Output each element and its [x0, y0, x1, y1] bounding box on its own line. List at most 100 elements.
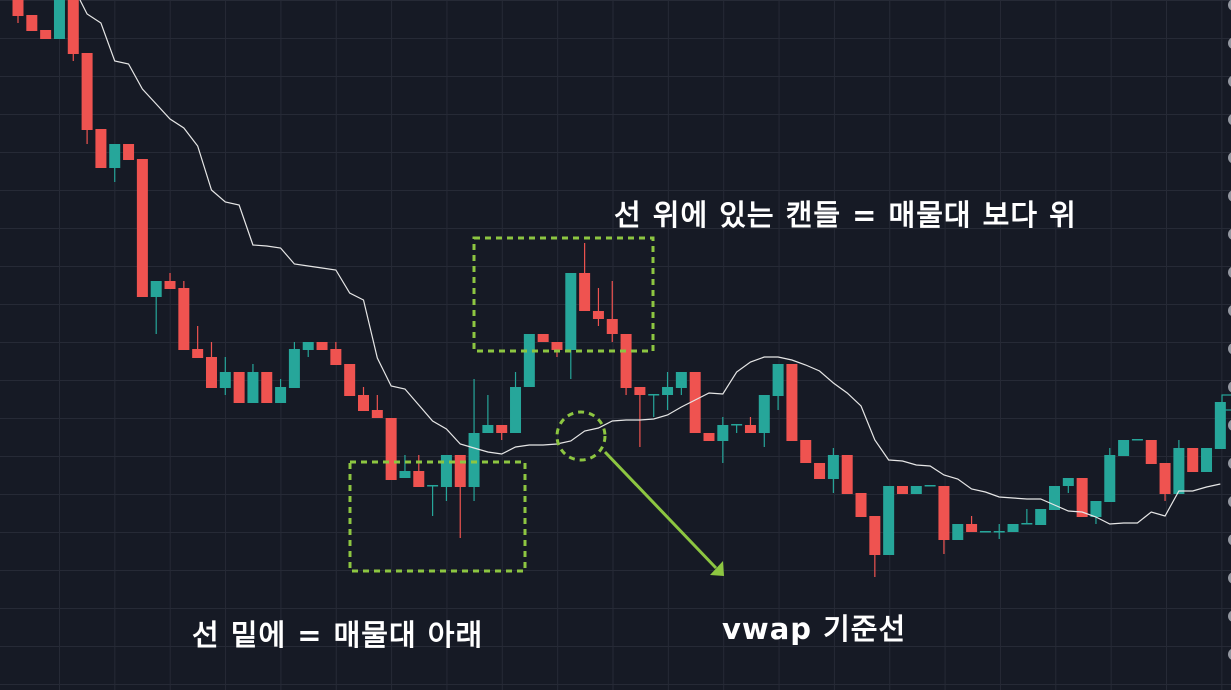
candle-up	[1131, 439, 1143, 441]
price-label-fragment	[1228, 420, 1231, 431]
candle-down	[26, 15, 38, 31]
candle-down	[800, 440, 812, 463]
candle-up	[288, 342, 300, 388]
candle-body	[869, 516, 881, 555]
candle-body	[288, 349, 300, 388]
candle-body	[136, 159, 148, 297]
price-label-fragment	[1228, 190, 1231, 202]
candle-body	[731, 424, 743, 426]
candle-body	[219, 372, 231, 388]
candle-body	[896, 486, 908, 494]
candle-body	[938, 486, 950, 540]
candle-body	[579, 273, 591, 311]
candle-up	[827, 448, 839, 493]
candle-body	[606, 319, 618, 334]
candle-up	[468, 379, 480, 501]
candle-down	[178, 281, 190, 350]
candle-body	[1214, 402, 1226, 449]
candle-up	[910, 486, 922, 494]
candle-down	[95, 129, 107, 168]
candle-up	[1021, 509, 1033, 525]
candle-down	[1076, 478, 1088, 517]
candle-body	[1076, 478, 1088, 517]
annotation-above-label: 선 위에 있는 캔들 = 매물대 보다 위	[614, 198, 1077, 232]
candle-up	[1049, 486, 1060, 510]
annotation-arrow	[603, 450, 724, 576]
candle-body	[1035, 509, 1047, 525]
candle-body	[247, 372, 259, 403]
candle-up	[399, 455, 411, 478]
candle-down	[855, 493, 867, 517]
candle-up	[717, 417, 729, 463]
price-label-fragment	[1228, 381, 1231, 393]
candle-body	[1090, 501, 1102, 517]
candle-body	[316, 342, 328, 350]
candle-up	[482, 395, 494, 433]
candle-down	[40, 30, 52, 39]
candle-up	[1173, 440, 1185, 494]
candle-body	[233, 372, 245, 403]
candle-body	[192, 349, 204, 358]
candle-down	[744, 417, 756, 433]
candle-body	[440, 455, 452, 487]
candle-up	[772, 364, 784, 410]
price-label-fragment	[1228, 76, 1231, 87]
candle-down	[869, 516, 881, 577]
candle-down	[814, 463, 826, 479]
candle-body	[800, 440, 812, 463]
candle-down	[1145, 440, 1157, 464]
candle-up	[1104, 448, 1116, 502]
candle-body	[205, 357, 217, 388]
candle-down	[205, 342, 217, 388]
candle-body	[910, 486, 922, 494]
candle-down	[620, 334, 632, 395]
candle-body	[81, 53, 93, 130]
candle-up	[523, 334, 535, 387]
candle-down	[1159, 463, 1171, 501]
candle-body	[814, 463, 826, 479]
candle-up	[427, 485, 439, 516]
candle-body	[413, 471, 425, 487]
candle-up	[731, 424, 743, 433]
candle-body	[855, 493, 867, 517]
candle-body	[261, 372, 273, 403]
candle-body	[841, 455, 853, 494]
candle-down	[966, 516, 978, 532]
price-label-fragment	[1228, 0, 1231, 11]
annotation-vwap-label: vwap 기준선	[722, 612, 907, 646]
candle-up	[1007, 524, 1019, 532]
candle-down	[579, 243, 591, 311]
candle-up	[1118, 440, 1130, 456]
candle-body	[1062, 478, 1074, 486]
candle-up	[247, 364, 259, 403]
candle-up	[1035, 509, 1047, 525]
candle-body	[510, 387, 522, 433]
candle-body	[786, 364, 798, 441]
candle-body	[454, 455, 466, 487]
candle-up	[1214, 402, 1226, 449]
candle-up	[109, 144, 121, 182]
candle-body	[772, 364, 784, 396]
candle-body	[482, 425, 494, 433]
candle-down	[1187, 448, 1199, 472]
candle-down	[413, 455, 425, 487]
candle-body	[67, 0, 79, 54]
candle-body	[551, 342, 563, 350]
candle-down	[261, 372, 273, 403]
candle-body	[675, 372, 687, 388]
candle-body	[565, 273, 577, 350]
candle-up	[993, 524, 1005, 539]
candle-up	[565, 273, 577, 379]
candle-body	[924, 485, 936, 487]
candle-body	[1201, 448, 1213, 472]
candle-body	[40, 30, 52, 39]
candle-down	[123, 144, 135, 160]
candle-down	[136, 159, 148, 297]
candle-body	[1131, 439, 1143, 441]
candle-up	[302, 342, 314, 357]
candle-up	[662, 372, 674, 410]
candle-up	[979, 531, 991, 533]
price-label-fragment	[1228, 534, 1231, 545]
